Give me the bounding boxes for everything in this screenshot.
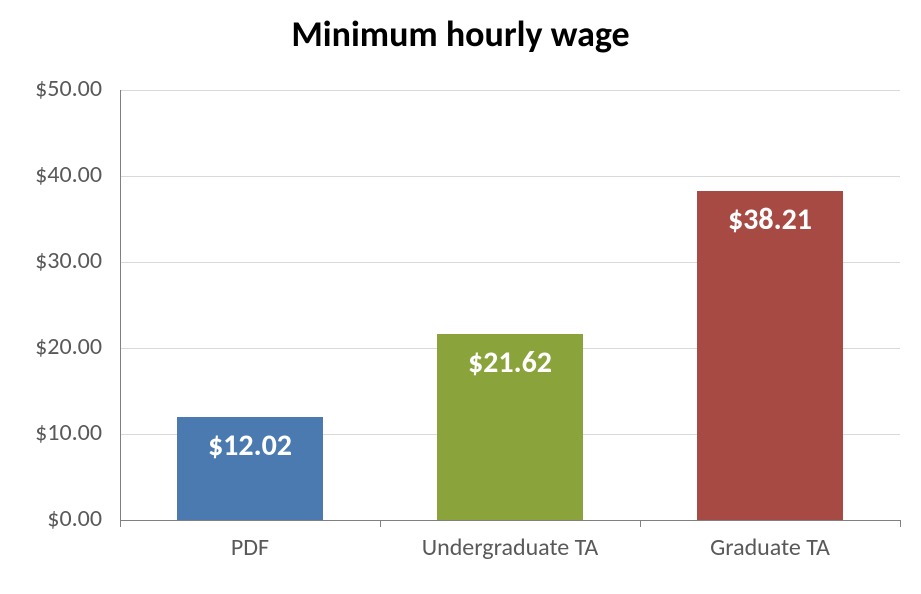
y-tick-label: $40.00 [0, 160, 102, 189]
x-tick-label: Graduate TA [640, 533, 900, 562]
bar-value-label: $12.02 [177, 427, 323, 464]
y-axis-line [120, 90, 121, 520]
plot-area: $0.00$10.00$20.00$30.00$40.00$50.00$12.0… [120, 90, 900, 520]
x-tick-label: Undergraduate TA [380, 533, 640, 562]
bar: $21.62 [437, 334, 583, 520]
bar-value-label: $38.21 [697, 201, 843, 238]
y-tick-label: $50.00 [0, 74, 102, 103]
wage-chart: Minimum hourly wage $0.00$10.00$20.00$30… [0, 0, 921, 594]
y-tick-label: $0.00 [0, 504, 102, 533]
x-tick-label: PDF [120, 533, 380, 562]
x-tick [900, 520, 901, 527]
y-tick-label: $20.00 [0, 332, 102, 361]
gridline [120, 176, 900, 177]
x-tick [380, 520, 381, 527]
y-tick-label: $30.00 [0, 246, 102, 275]
bar: $38.21 [697, 191, 843, 520]
x-tick [640, 520, 641, 527]
bar: $12.02 [177, 417, 323, 520]
bar-value-label: $21.62 [437, 344, 583, 381]
y-tick-label: $10.00 [0, 418, 102, 447]
x-axis-line [120, 520, 900, 521]
gridline [120, 90, 900, 91]
x-tick [120, 520, 121, 527]
chart-title: Minimum hourly wage [0, 12, 921, 56]
